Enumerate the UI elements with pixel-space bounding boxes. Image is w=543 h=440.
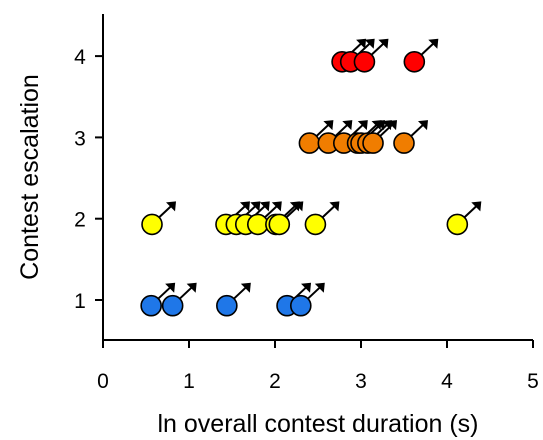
- point-marker: [140, 294, 162, 317]
- data-point: [446, 201, 482, 236]
- arrowhead-icon: [240, 282, 251, 293]
- point-marker: [393, 132, 415, 154]
- point-marker: [362, 132, 384, 154]
- data-point: [362, 120, 398, 154]
- arrowhead-icon: [428, 38, 439, 49]
- y-axis-title: Contest escalation: [16, 74, 44, 280]
- point-marker: [246, 213, 269, 236]
- y-tick-label: 2: [74, 209, 86, 232]
- data-point: [353, 38, 389, 73]
- point-marker: [161, 294, 184, 317]
- point-marker: [268, 213, 291, 236]
- y-tick-label: 3: [74, 127, 86, 150]
- point-marker: [141, 213, 163, 236]
- arrowhead-icon: [301, 282, 312, 293]
- point-marker: [304, 213, 327, 236]
- y-tick-label: 4: [74, 46, 86, 69]
- arrowhead-icon: [293, 201, 304, 212]
- arrowhead-icon: [165, 282, 176, 293]
- x-tick-label: 3: [355, 370, 367, 393]
- point-marker: [216, 294, 238, 317]
- x-tick-label: 1: [183, 370, 195, 393]
- arrowhead-icon: [418, 120, 428, 131]
- arrowhead-icon: [471, 201, 482, 212]
- y-tick-label: 1: [74, 290, 86, 313]
- arrowhead-icon: [239, 201, 250, 212]
- data-point: [140, 282, 176, 317]
- x-axis-ticks: 0 1 2 3 4 5: [97, 340, 539, 393]
- x-tick-label: 5: [527, 370, 539, 393]
- arrowhead-icon: [166, 201, 177, 212]
- arrowhead-icon: [342, 120, 353, 131]
- arrowhead-icon: [356, 38, 367, 49]
- y-axis-ticks: 1 2 3 4: [74, 46, 103, 313]
- arrowhead-icon: [271, 201, 282, 212]
- data-point: [289, 282, 325, 317]
- point-marker: [446, 213, 469, 236]
- arrowhead-icon: [357, 120, 368, 131]
- data-point: [268, 201, 304, 236]
- point-marker: [289, 294, 312, 317]
- arrowhead-icon: [250, 201, 261, 212]
- data-point: [403, 38, 439, 73]
- x-tick-label: 2: [269, 370, 281, 393]
- data-point: [216, 282, 251, 317]
- x-axis-title: ln overall contest duration (s): [158, 410, 479, 438]
- arrowhead-icon: [387, 120, 398, 131]
- data-points: [140, 38, 482, 317]
- arrowhead-icon: [323, 120, 334, 131]
- arrowhead-icon: [314, 282, 325, 293]
- arrowhead-icon: [186, 282, 197, 293]
- data-point: [161, 282, 197, 317]
- arrowhead-icon: [259, 201, 270, 212]
- arrowhead-icon: [364, 38, 375, 49]
- arrowhead-icon: [378, 38, 389, 49]
- data-point: [304, 201, 340, 236]
- x-tick-label: 0: [97, 370, 109, 393]
- x-tick-label: 4: [441, 370, 453, 393]
- point-marker: [353, 50, 376, 73]
- point-marker: [298, 132, 321, 154]
- data-point: [393, 120, 428, 154]
- point-marker: [403, 50, 426, 73]
- data-point: [141, 201, 177, 236]
- arrowhead-icon: [375, 120, 385, 131]
- arrowhead-icon: [329, 201, 340, 212]
